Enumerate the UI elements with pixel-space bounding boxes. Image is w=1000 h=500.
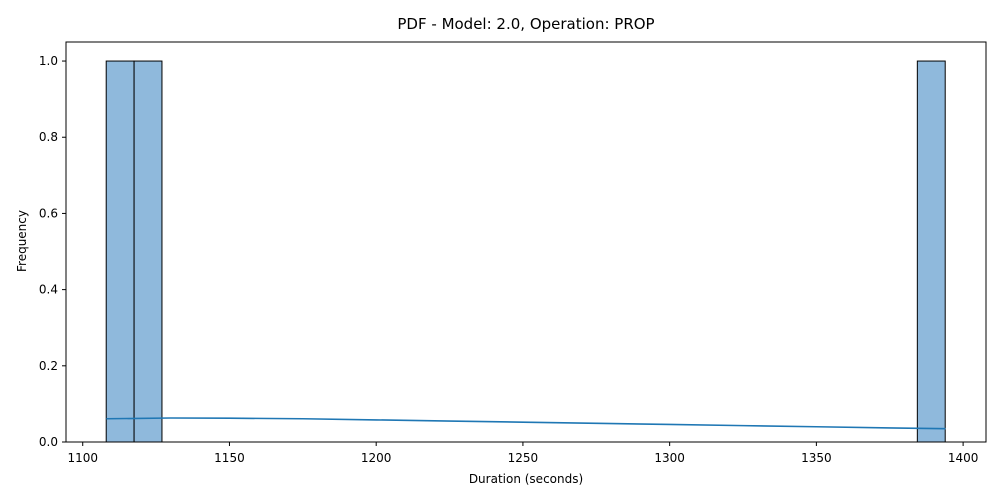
- y-tick-label: 1.0: [39, 54, 58, 68]
- histogram-bars: [105, 60, 946, 443]
- x-axis-label: Duration (seconds): [469, 472, 583, 486]
- y-tick-label: 0.2: [39, 359, 58, 373]
- x-axis: 1100 1150 1200 1250 1300 1350 1400: [67, 442, 978, 465]
- x-tick-label: 1200: [361, 451, 392, 465]
- histogram-bar-1: [105, 60, 135, 443]
- y-tick-label: 0.8: [39, 130, 58, 144]
- y-tick-label: 0.6: [39, 206, 58, 220]
- x-tick-label: 1150: [214, 451, 245, 465]
- x-tick-label: 1250: [508, 451, 539, 465]
- kde-curve: [106, 417, 946, 430]
- plot-area-frame: [65, 41, 987, 443]
- y-tick-label: 0.0: [39, 435, 58, 449]
- x-tick-label: 1100: [67, 451, 98, 465]
- histogram-bar-2: [133, 60, 163, 443]
- x-tick-label: 1300: [654, 451, 685, 465]
- y-tick-label: 0.4: [39, 283, 58, 297]
- histogram-bar-3: [916, 60, 946, 443]
- y-axis: 0.0 0.2 0.4 0.6 0.8 1.0: [39, 54, 66, 449]
- chart-title: PDF - Model: 2.0, Operation: PROP: [397, 15, 654, 33]
- x-tick-label: 1350: [801, 451, 832, 465]
- y-axis-label: Frequency: [15, 210, 29, 272]
- x-tick-label: 1400: [948, 451, 979, 465]
